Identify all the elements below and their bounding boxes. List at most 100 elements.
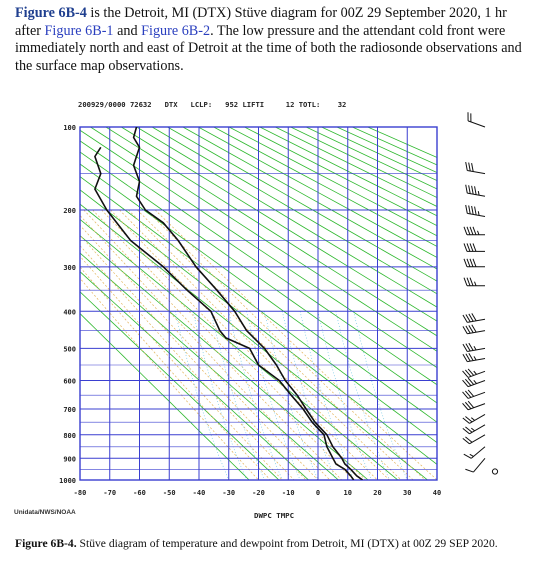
wind-barb-flag [463, 226, 468, 235]
pressure-tick-label: 400 [63, 308, 76, 316]
wind-barb [467, 112, 486, 128]
wind-barb-flag [471, 324, 477, 333]
figure-caption: Figure 6B-4. Stüve diagram of temperatur… [15, 537, 523, 551]
dry-adiabat-line [259, 127, 437, 217]
dry-adiabat-line [80, 129, 437, 369]
header-totl-label: TOTL: [298, 100, 321, 109]
caption-text: Stüve diagram of temperature and dewpoin… [76, 537, 498, 550]
wind-barb-flag [468, 342, 474, 351]
wind-barb-flag [462, 354, 468, 362]
wind-barb-staff [473, 457, 486, 473]
wind-barb-flag [465, 314, 471, 323]
wind-barb-flag [469, 243, 474, 252]
wind-barb-half-flag [477, 190, 480, 196]
dry-adiabat-line [136, 127, 437, 308]
moist-adiabat-line [119, 209, 390, 480]
moist-adiabat-line [145, 209, 426, 480]
wind-barb-flag [462, 314, 468, 323]
mixing-ratio-line [174, 311, 230, 480]
wind-barb-flag [464, 390, 472, 398]
wind-barb-flag [470, 113, 472, 122]
caption-label: Figure 6B-4. [15, 537, 77, 550]
wind-barb [463, 226, 485, 236]
header-lclp-value: 952 [225, 100, 239, 109]
pressure-tick-label: 200 [63, 207, 76, 215]
header-datetime: 200929/0000 [78, 100, 126, 109]
temperature-tick-label: 10 [344, 489, 352, 497]
wind-barb-staff [467, 403, 486, 411]
intro-text-1: is the Detroit, MI (DTX) Stüve diagram f… [15, 5, 507, 39]
header-lift-label: LIFTI [242, 100, 265, 109]
temperature-tick-label: -40 [193, 489, 206, 497]
wind-barb-flag [468, 313, 474, 322]
temperature-tick-label: -70 [103, 489, 116, 497]
wind-barb-half-flag [477, 230, 480, 235]
wind-barb-flag [462, 343, 468, 352]
wind-barb-flag [464, 378, 472, 386]
wind-barb-half-flag [470, 417, 475, 421]
wind-barb-flag [465, 204, 468, 214]
wind-barb [462, 368, 486, 378]
wind-barb-flag [462, 391, 469, 399]
header-station-id: 72632 [129, 100, 152, 109]
header-station: DTX [164, 100, 178, 109]
dry-adiabat-line [213, 127, 437, 247]
wind-barb [465, 457, 486, 473]
wind-barb-flag [471, 185, 474, 195]
wind-barb [462, 424, 486, 435]
dry-adiabat-line [80, 163, 437, 423]
plot-frame [79, 126, 438, 481]
moist-adiabat-line [80, 215, 331, 480]
wind-barb-staff [467, 391, 486, 399]
intro-text-3: . The low pressure and the attendant col… [15, 22, 522, 74]
intro-text-2: and [113, 22, 142, 39]
dry-adiabat-line [80, 313, 250, 480]
pressure-tick-label: 500 [63, 345, 76, 353]
pressure-tick-label: 100 [63, 124, 76, 132]
temperature-tick-label: -20 [252, 489, 265, 497]
wind-barb-half-flag [470, 427, 475, 432]
wind-barb-flag [466, 277, 471, 286]
wind-barb-flag [465, 325, 471, 334]
wind-barb-half-flag [474, 281, 477, 286]
temperature-tick-label: -30 [222, 489, 235, 497]
wind-barb-flag [462, 379, 469, 387]
header-totl-value: 32 [337, 100, 347, 109]
wind-barb-flag [466, 258, 471, 267]
pressure-tick-label: 600 [63, 378, 76, 386]
temperature-tick-label: -50 [163, 489, 176, 497]
wind-barb [465, 204, 486, 217]
mixing-ratio-line [192, 311, 247, 480]
wind-barb [463, 446, 486, 459]
wind-barb-half-flag [473, 380, 477, 384]
temperature-tick-label: -60 [133, 489, 146, 497]
mixing-ratio-line [299, 311, 354, 480]
wind-barb [462, 413, 486, 424]
dry-adiabat-line [198, 127, 437, 258]
wind-barb [463, 277, 485, 287]
dry-adiabat-line [367, 127, 437, 158]
wind-barb [465, 161, 486, 175]
wind-barb-flag [467, 377, 475, 385]
dry-adiabat-line [90, 127, 437, 352]
figure-6b-1-link[interactable]: Figure 6B-1 [44, 22, 114, 39]
wind-barb [465, 184, 486, 197]
wind-barb [462, 352, 486, 363]
wind-barb-flag [464, 401, 472, 410]
wind-barb-flag [462, 437, 470, 445]
diagram-header: 200929/0000 72632 DTX LCLP: 952 LIFTI 12… [78, 100, 448, 109]
wind-barb [462, 324, 486, 335]
dry-adiabat-line [80, 151, 437, 404]
wind-barb-flag [465, 343, 471, 352]
wind-barb-flag [472, 226, 477, 235]
wind-barb-flag [471, 313, 477, 322]
wind-barb-flag [472, 258, 477, 267]
wind-barb-half-flag [473, 346, 477, 351]
wind-barb [462, 389, 486, 399]
figure-6b-2-link[interactable]: Figure 6B-2 [141, 22, 211, 39]
wind-barb-flag [467, 400, 475, 409]
temperature-tick-label: 40 [433, 489, 441, 497]
intro-paragraph: Figure 6B-4 is the Detroit, MI (DTX) Stü… [15, 5, 523, 75]
wind-barb-flag [467, 368, 475, 376]
